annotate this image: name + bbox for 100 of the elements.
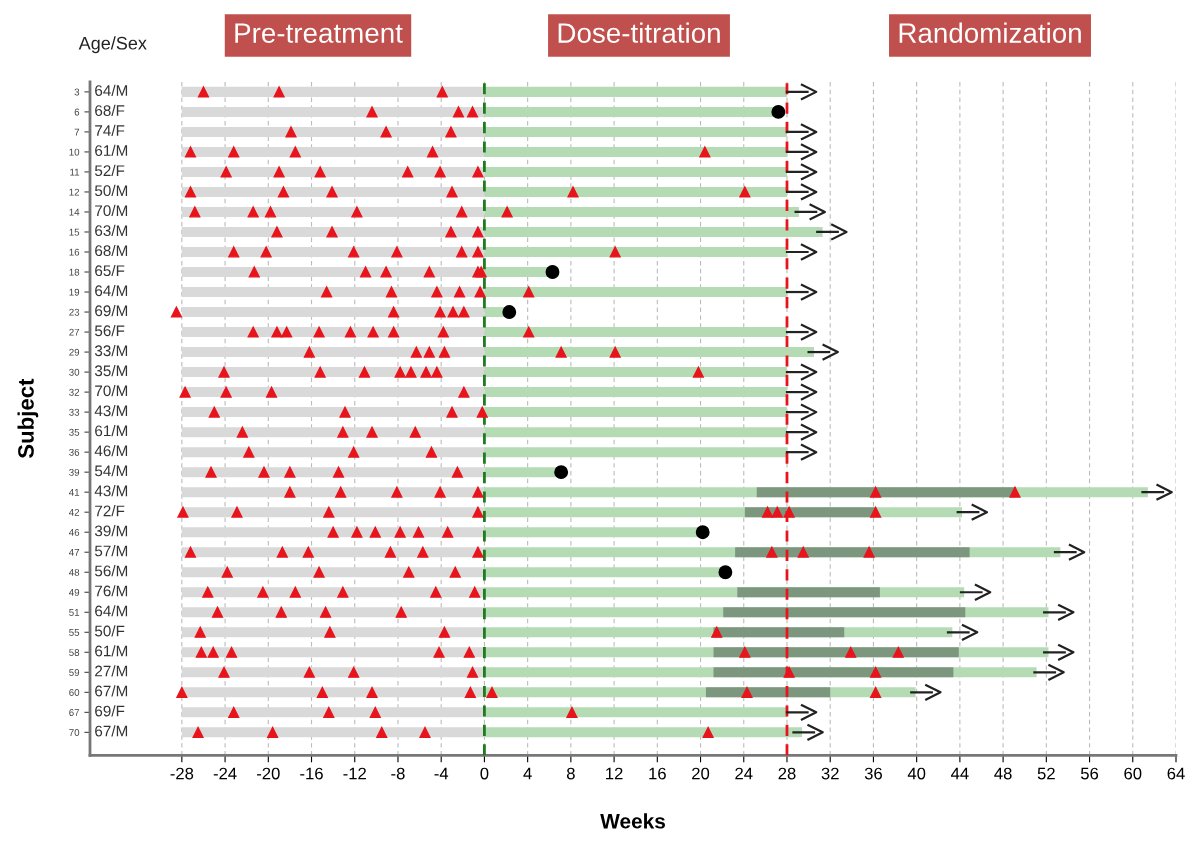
y2-tick-label: 61/M — [95, 645, 128, 657]
x-tick-label: 24 — [735, 767, 753, 780]
y2-tick-label: 46/M — [94, 445, 128, 457]
y-tick-label: 47 — [68, 549, 80, 556]
y2-tick-label: 70/M — [95, 384, 128, 397]
y2-tick-label: 43/M — [94, 405, 128, 417]
x-tick-label: 8 — [566, 767, 575, 780]
y2-tick-label: 64/M — [95, 605, 128, 617]
bar — [181, 106, 485, 117]
y-tick-label: 10 — [69, 148, 80, 156]
x-tick-label: 20 — [692, 767, 710, 780]
x-tick-label: -16 — [300, 767, 323, 780]
bar — [713, 667, 954, 678]
y-tick-label: 12 — [69, 188, 80, 196]
y-tick-label: 42 — [68, 508, 80, 516]
bar — [484, 707, 787, 718]
y2-tick-label: 72/F — [95, 505, 125, 517]
y-tick-label: 51 — [69, 609, 80, 616]
y2-tick-label: 67/M — [95, 725, 128, 737]
x-tick-label: 40 — [907, 767, 926, 780]
bar — [181, 707, 485, 718]
bar — [181, 567, 485, 578]
bar — [181, 387, 485, 398]
x-tick-label: -24 — [213, 767, 237, 780]
y-tick-label: 70 — [69, 729, 80, 736]
y2-tick-label: 64/M — [95, 284, 128, 297]
y-tick-label: 7 — [74, 128, 80, 136]
y2-tick-label: 56/M — [94, 565, 128, 577]
y2-tick-label: 67/M — [95, 685, 128, 697]
y-tick-label: 3 — [74, 88, 80, 96]
x-tick-label: -12 — [343, 767, 366, 780]
bar — [484, 727, 803, 738]
bar — [484, 186, 787, 197]
bar — [181, 186, 485, 197]
y-tick-label: 19 — [69, 288, 80, 296]
y-tick-label: 59 — [69, 669, 80, 676]
bar — [705, 687, 831, 698]
y2-tick-label: 70/M — [95, 204, 128, 217]
bar — [484, 347, 814, 358]
y2-tick-label: 35/M — [94, 364, 128, 377]
bar — [484, 387, 787, 398]
y-tick-label: 18 — [69, 268, 80, 276]
y-tick-label: 27 — [69, 328, 80, 336]
y-tick-label: 55 — [69, 629, 80, 636]
text: Age/Sex — [78, 36, 147, 54]
bar — [181, 447, 485, 458]
y2-tick-label: 39/M — [94, 525, 128, 537]
bar — [484, 367, 787, 378]
bar — [713, 647, 959, 658]
y2-tick-label: 63/M — [95, 224, 128, 237]
bar — [484, 427, 787, 438]
bar — [484, 327, 787, 338]
bar — [723, 607, 966, 618]
x-tick-label: 44 — [951, 767, 969, 780]
y2-tick-label: 69/F — [95, 705, 125, 717]
x-tick-label: 52 — [1037, 767, 1055, 780]
bar — [181, 347, 485, 358]
x-tick-label: 28 — [778, 767, 796, 780]
bar — [181, 146, 485, 157]
y2-tick-label: 54/M — [94, 465, 128, 477]
x-tick-label: -20 — [257, 767, 280, 780]
y-tick-label: 41 — [68, 489, 80, 496]
bar — [181, 667, 485, 678]
y-tick-label: 36 — [69, 448, 80, 456]
x-tick-label: -4 — [434, 767, 449, 780]
y-axis-title: Subject — [17, 378, 39, 459]
bar — [181, 607, 485, 618]
y-tick-label: 49 — [68, 588, 80, 596]
bar — [484, 447, 787, 458]
x-tick-label: 60 — [1124, 767, 1142, 780]
y2-tick-label: 68/F — [95, 104, 125, 116]
bar — [181, 427, 485, 438]
y2-tick-label: 52/F — [94, 164, 125, 177]
x-tick-label: 36 — [864, 767, 882, 780]
y-tick-label: 48 — [68, 568, 80, 576]
bar — [737, 587, 880, 598]
bar — [484, 206, 799, 217]
y-tick-label: 46 — [68, 528, 80, 536]
y-tick-label: 30 — [69, 368, 80, 376]
y-tick-label: 32 — [69, 388, 80, 396]
x-tick-label: 12 — [606, 767, 623, 780]
bar — [484, 146, 787, 157]
y2-tick-label: 76/M — [95, 585, 128, 597]
bar — [181, 126, 485, 137]
text: Pre-treatment — [235, 23, 403, 43]
y-tick-label: 67 — [69, 709, 80, 716]
bar — [181, 226, 485, 237]
x-tick-label: 16 — [649, 767, 666, 780]
y2-tick-label: 68/M — [95, 244, 128, 257]
x-tick-label: 48 — [994, 767, 1012, 780]
text: Randomization — [899, 22, 1081, 43]
y2-tick-label: 74/F — [95, 124, 125, 137]
y-tick-label: 14 — [69, 208, 80, 216]
bar — [181, 627, 485, 638]
y2-tick-label: 56/F — [94, 324, 125, 337]
bar — [484, 86, 787, 97]
y2-tick-label: 43/M — [94, 485, 128, 497]
y-tick-label: 39 — [69, 468, 80, 476]
y2-tick-label: 33/M — [94, 344, 128, 357]
y2-tick-label: 57/M — [94, 545, 128, 557]
